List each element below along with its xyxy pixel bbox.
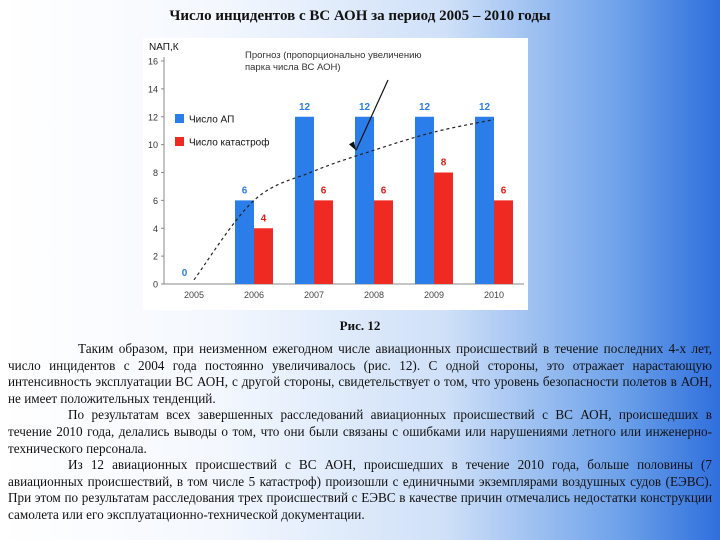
data-label-accidents: 0: [182, 268, 188, 279]
y-tick-label: 10: [148, 140, 158, 150]
annotation-arrow-head: [349, 141, 356, 151]
paragraph: Из 12 авиационных происшествий с ВС АОН,…: [8, 457, 712, 522]
x-tick-label: 2005: [184, 290, 204, 300]
x-tick-label: 2009: [424, 290, 444, 300]
legend-label: Число катастроф: [189, 137, 269, 149]
bar-catastrophes: [374, 200, 393, 284]
y-tick-label: 4: [153, 224, 158, 234]
bar-accidents: [295, 116, 314, 284]
legend-label: Число АП: [189, 115, 234, 126]
y-axis-label: NАП,К: [149, 42, 179, 53]
x-tick-label: 2007: [304, 290, 324, 300]
data-label-accidents: 12: [359, 102, 371, 113]
page-title: Число инцидентов с ВС АОН за период 2005…: [169, 8, 551, 24]
bar-catastrophes: [314, 200, 333, 284]
data-label-accidents: 6: [242, 185, 248, 196]
trend-annotation: Прогноз (пропорционально увеличению: [245, 50, 422, 61]
body-text: Таким образом, при неизменном ежегодном …: [8, 341, 712, 524]
figure-caption: Рис. 12: [339, 318, 381, 333]
paragraph: По результатам всех завершенных расследо…: [8, 407, 712, 456]
chart-panel: 0 2 4 6 8 10 12 14 16 NАП,К 2005 2006 2007 2008 2009 20…: [143, 38, 528, 310]
paragraph: Таким образом, при неизменном ежегодном …: [8, 341, 712, 406]
y-tick-label: 6: [153, 196, 158, 206]
data-label-accidents: 12: [419, 102, 431, 113]
bar-accidents: [475, 116, 494, 284]
forecast-trend-line: [193, 118, 495, 281]
bar-catastrophes: [434, 172, 453, 284]
data-label-catastrophes: 6: [501, 185, 507, 196]
y-tick-label: 0: [153, 280, 158, 290]
bar-chart: 0 2 4 6 8 10 12 14 16 NАП,К 2005 2006 2007 2008 2009 20…: [148, 42, 524, 300]
legend-swatch: [175, 114, 184, 123]
legend-swatch: [175, 137, 184, 146]
data-label-catastrophes: 8: [441, 158, 447, 169]
data-label-catastrophes: 6: [381, 185, 387, 196]
x-tick-label: 2006: [244, 290, 264, 300]
y-tick-label: 8: [153, 168, 158, 178]
bar-accidents: [355, 116, 374, 284]
annotation-arrow-line: [355, 79, 389, 151]
data-label-catastrophes: 6: [321, 185, 327, 196]
bar-catastrophes: [494, 200, 513, 284]
bar-accidents: [415, 116, 434, 284]
trend-annotation: парка числа ВС АОН): [245, 62, 341, 73]
x-tick-label: 2008: [364, 290, 384, 300]
data-label-accidents: 12: [299, 102, 311, 113]
x-tick-label: 2010: [484, 290, 504, 300]
bar-catastrophes: [254, 228, 273, 284]
bar-accidents: [235, 200, 254, 284]
data-label-catastrophes: 4: [261, 213, 267, 224]
y-tick-label: 2: [153, 252, 158, 262]
data-label-accidents: 12: [479, 102, 491, 113]
y-tick-label: 16: [148, 57, 158, 67]
y-tick-label: 12: [148, 112, 158, 122]
y-tick-label: 14: [148, 84, 158, 94]
